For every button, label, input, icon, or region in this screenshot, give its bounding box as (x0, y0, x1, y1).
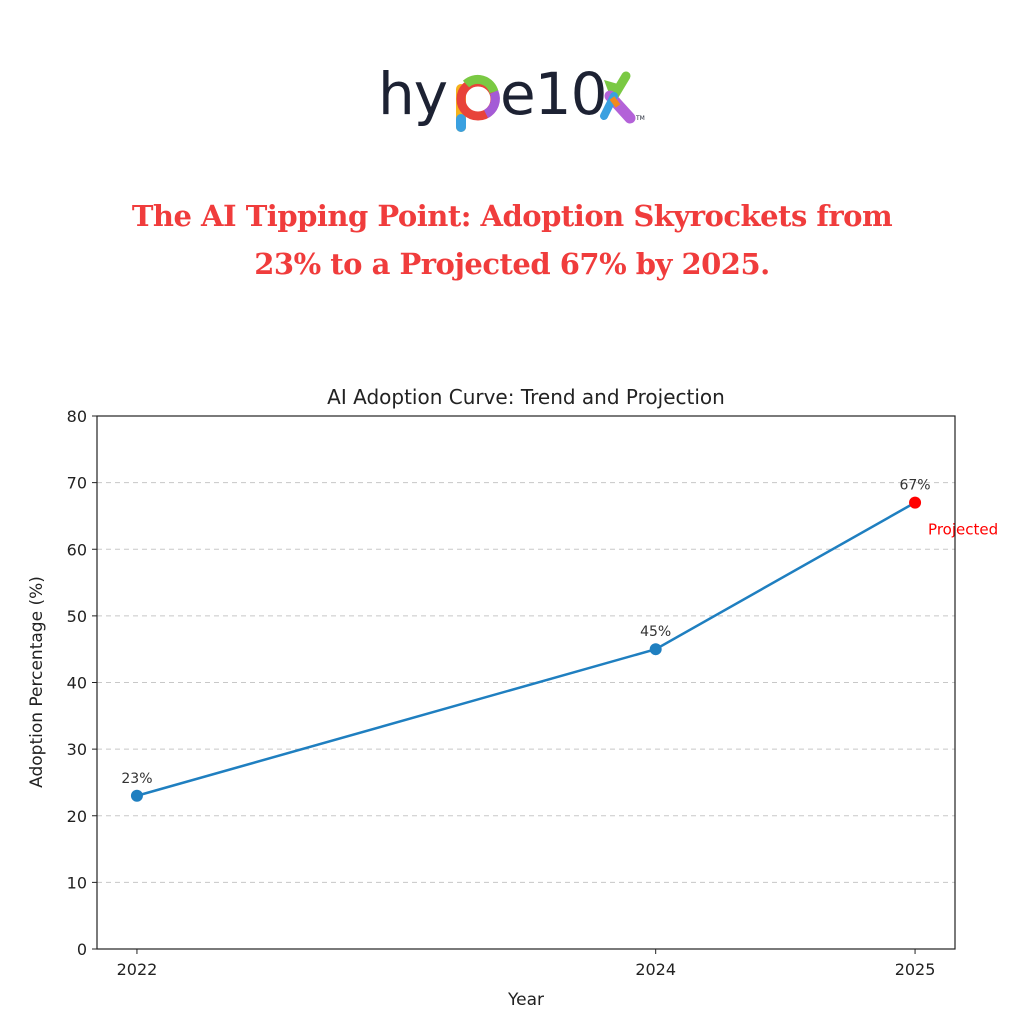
y-tick-label: 60 (67, 540, 87, 559)
data-points: 23% 45% 67% Projected (121, 478, 998, 802)
hype10x-logo: hy e10 TM (378, 60, 658, 138)
data-label: 67% (899, 478, 930, 494)
y-tick-label: 30 (67, 740, 87, 759)
series-line (136, 501, 916, 797)
x-tick-label: 2022 (117, 960, 158, 979)
adoption-chart: AI Adoption Curve: Trend and Projection … (27, 385, 998, 1010)
y-tick-label: 20 (67, 807, 87, 826)
grid-lines (97, 482, 955, 883)
data-point (130, 789, 143, 802)
svg-text:hy: hy (378, 62, 447, 128)
x-axis-ticks: 2022 2024 2025 (117, 949, 936, 979)
data-point (649, 643, 662, 656)
y-tick-label: 0 (77, 940, 87, 959)
x-tick-label: 2025 (895, 960, 936, 979)
y-axis-label: Adoption Percentage (%) (27, 576, 47, 788)
x-tick-label: 2024 (635, 960, 676, 979)
headline-line-1: The AI Tipping Point: Adoption Skyrocket… (131, 199, 893, 233)
headline-line-2: 23% to a Projected 67% by 2025. (254, 247, 770, 281)
logo-tm: TM (635, 115, 645, 122)
chart-title: AI Adoption Curve: Trend and Projection (327, 385, 725, 409)
projected-annotation: Projected (928, 521, 998, 539)
logo-p-glyph (456, 74, 500, 132)
projected-point (909, 496, 922, 509)
logo-x-glyph (600, 71, 636, 124)
svg-text:e10: e10 (500, 62, 607, 128)
y-tick-label: 50 (67, 607, 87, 626)
x-axis-label: Year (507, 990, 544, 1010)
y-tick-label: 80 (67, 407, 87, 426)
y-axis-ticks: 0 10 20 30 40 50 60 70 80 (67, 407, 97, 959)
y-tick-label: 70 (67, 474, 87, 493)
y-tick-label: 10 (67, 873, 87, 892)
data-label: 23% (121, 771, 152, 787)
y-tick-label: 40 (67, 674, 87, 693)
data-label: 45% (640, 624, 671, 640)
headline: The AI Tipping Point: Adoption Skyrocket… (0, 192, 1024, 288)
plot-frame (96, 415, 956, 950)
